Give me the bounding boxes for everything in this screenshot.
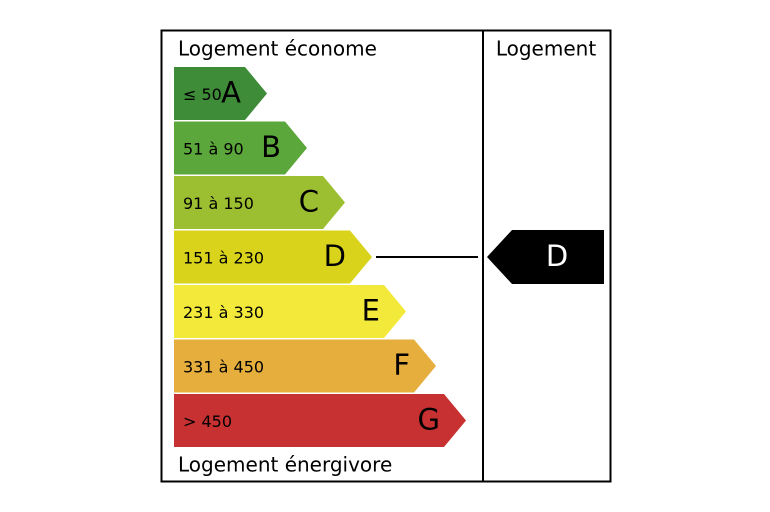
rating-letter: A	[221, 76, 241, 110]
rating-letter: E	[362, 294, 380, 328]
rating-bar	[174, 176, 345, 229]
rating-bar	[174, 285, 406, 338]
range-label: ≤ 50	[183, 85, 222, 104]
column-header: Logement	[496, 37, 596, 61]
rating-marker-letter: D	[546, 239, 568, 273]
range-label: 51 à 90	[183, 140, 244, 159]
range-label: 331 à 450	[183, 358, 264, 377]
top-label: Logement économe	[178, 37, 377, 61]
rating-bar	[174, 121, 307, 175]
bottom-label: Logement énergivore	[178, 453, 392, 477]
rating-letter: D	[324, 239, 346, 273]
rating-bar	[174, 67, 267, 120]
rating-marker	[487, 230, 604, 284]
frame	[160, 29, 612, 483]
range-label: > 450	[183, 412, 232, 431]
rating-letter: C	[299, 185, 319, 219]
rating-letter: F	[393, 348, 410, 382]
rating-letter: G	[418, 403, 440, 437]
rating-letter: B	[261, 130, 281, 164]
rating-bar	[174, 394, 466, 447]
range-label: 231 à 330	[183, 303, 264, 322]
range-label: 91 à 150	[183, 194, 254, 213]
range-label: 151 à 230	[183, 249, 264, 268]
rating-bar	[174, 230, 372, 284]
rating-bar	[174, 339, 436, 393]
